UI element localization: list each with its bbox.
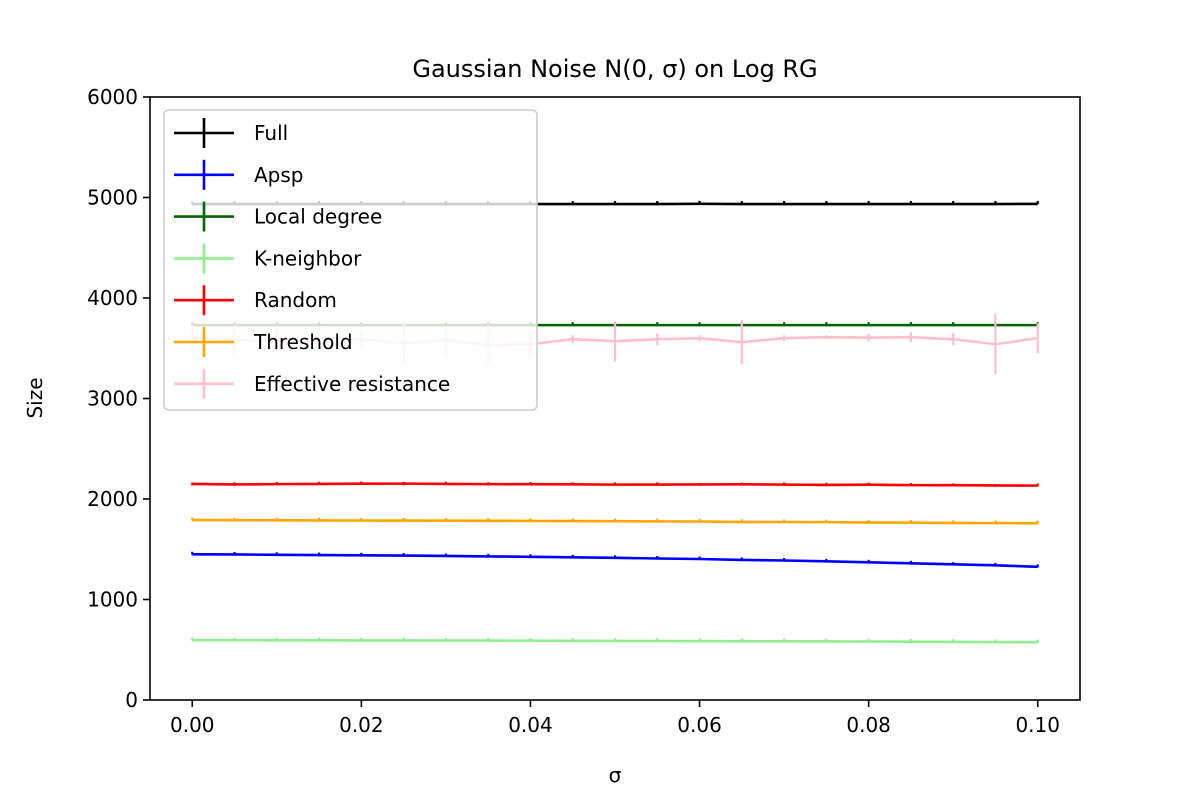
legend-box [163,109,538,411]
x-tick-label: 0.04 [508,713,553,737]
x-axis-ticks: 0.00 0.02 0.04 0.06 0.08 0.10 [170,700,1060,737]
legend-item: Apsp [174,159,304,190]
legend-label: Apsp [254,163,304,187]
y-tick-label: 0 [125,688,138,712]
legend-label: K-neighbor [254,246,362,270]
legend-label: Local degree [254,205,382,229]
y-tick-label: 2000 [87,487,138,511]
x-tick-label: 0.00 [170,713,215,737]
x-tick-label: 0.08 [846,713,891,737]
series-1 [191,551,1039,569]
legend-item: K-neighbor [174,243,362,274]
x-tick-label: 0.10 [1015,713,1060,737]
x-tick-label: 0.02 [339,713,384,737]
legend-item: Full [174,118,288,148]
legend-item: Threshold [174,327,353,357]
chart-title: Gaussian Noise N(0, σ) on Log RG [412,55,817,83]
legend-label: Effective resistance [254,372,450,396]
legend-item: Local degree [174,201,382,232]
y-axis-ticks: 0 1000 2000 3000 4000 5000 6000 [87,85,150,712]
legend-label: Threshold [253,330,353,354]
legend-item: Random [174,285,337,316]
y-tick-label: 5000 [87,186,138,210]
x-tick-label: 0.06 [677,713,722,737]
y-tick-label: 4000 [87,286,138,310]
x-axis-label: σ [609,763,622,787]
y-axis-label: Size [23,377,47,418]
legend-label: Random [254,288,337,312]
legend-label: Full [254,121,288,145]
series-5 [191,517,1039,525]
legend-item: Effective resistance [174,368,450,399]
y-tick-label: 6000 [87,85,138,109]
series-4 [191,481,1039,487]
legend: Full Apsp Local degree K-neighbor Random Thre… [163,109,538,411]
y-tick-label: 3000 [87,387,138,411]
y-tick-label: 1000 [87,588,138,612]
series-3 [191,637,1039,644]
